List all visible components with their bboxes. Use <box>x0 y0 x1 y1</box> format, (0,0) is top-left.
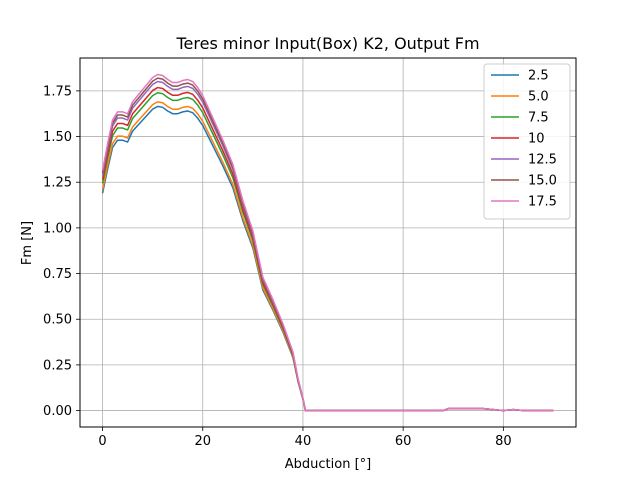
y-tick-label: 1.00 <box>43 221 72 236</box>
legend-label: 7.5 <box>528 111 549 126</box>
x-tick-label: 80 <box>495 434 512 449</box>
x-tick-label: 40 <box>295 434 312 449</box>
chart-title: Teres minor Input(Box) K2, Output Fm <box>175 34 479 53</box>
series-lines <box>101 73 554 412</box>
y-tick-label: 1.25 <box>43 176 72 191</box>
legend-label: 17.5 <box>528 195 557 210</box>
x-tick-label: 0 <box>98 434 106 449</box>
axis-ticks: 0 20 40 60 80 0.00 0.25 0.50 0.75 1.00 1.25 1.50 1.7… <box>43 84 512 449</box>
y-tick-label: 0.75 <box>43 267 72 282</box>
legend-label: 15.0 <box>528 174 557 189</box>
x-axis-label: Abduction [°] <box>285 457 371 472</box>
y-axis-label: Fm [N] <box>20 221 35 265</box>
legend-label: 12.5 <box>528 153 557 168</box>
legend-label: 10 <box>528 132 545 147</box>
y-tick-label: 0.25 <box>43 358 72 373</box>
legend-label: 2.5 <box>528 69 549 84</box>
plot-area-frame <box>79 57 577 428</box>
x-tick-label: 20 <box>194 434 211 449</box>
legend-label: 5.0 <box>528 90 549 105</box>
legend: 2.5 5.0 7.5 10 12.5 15.0 17.5 <box>483 63 571 220</box>
x-tick-label: 60 <box>395 434 412 449</box>
y-tick-label: 1.50 <box>43 130 72 145</box>
series-line-17.5 <box>101 73 554 412</box>
legend-box <box>483 63 571 220</box>
y-tick-label: 0.00 <box>43 404 72 419</box>
y-tick-label: 1.75 <box>43 84 72 99</box>
y-tick-label: 0.50 <box>43 313 72 328</box>
